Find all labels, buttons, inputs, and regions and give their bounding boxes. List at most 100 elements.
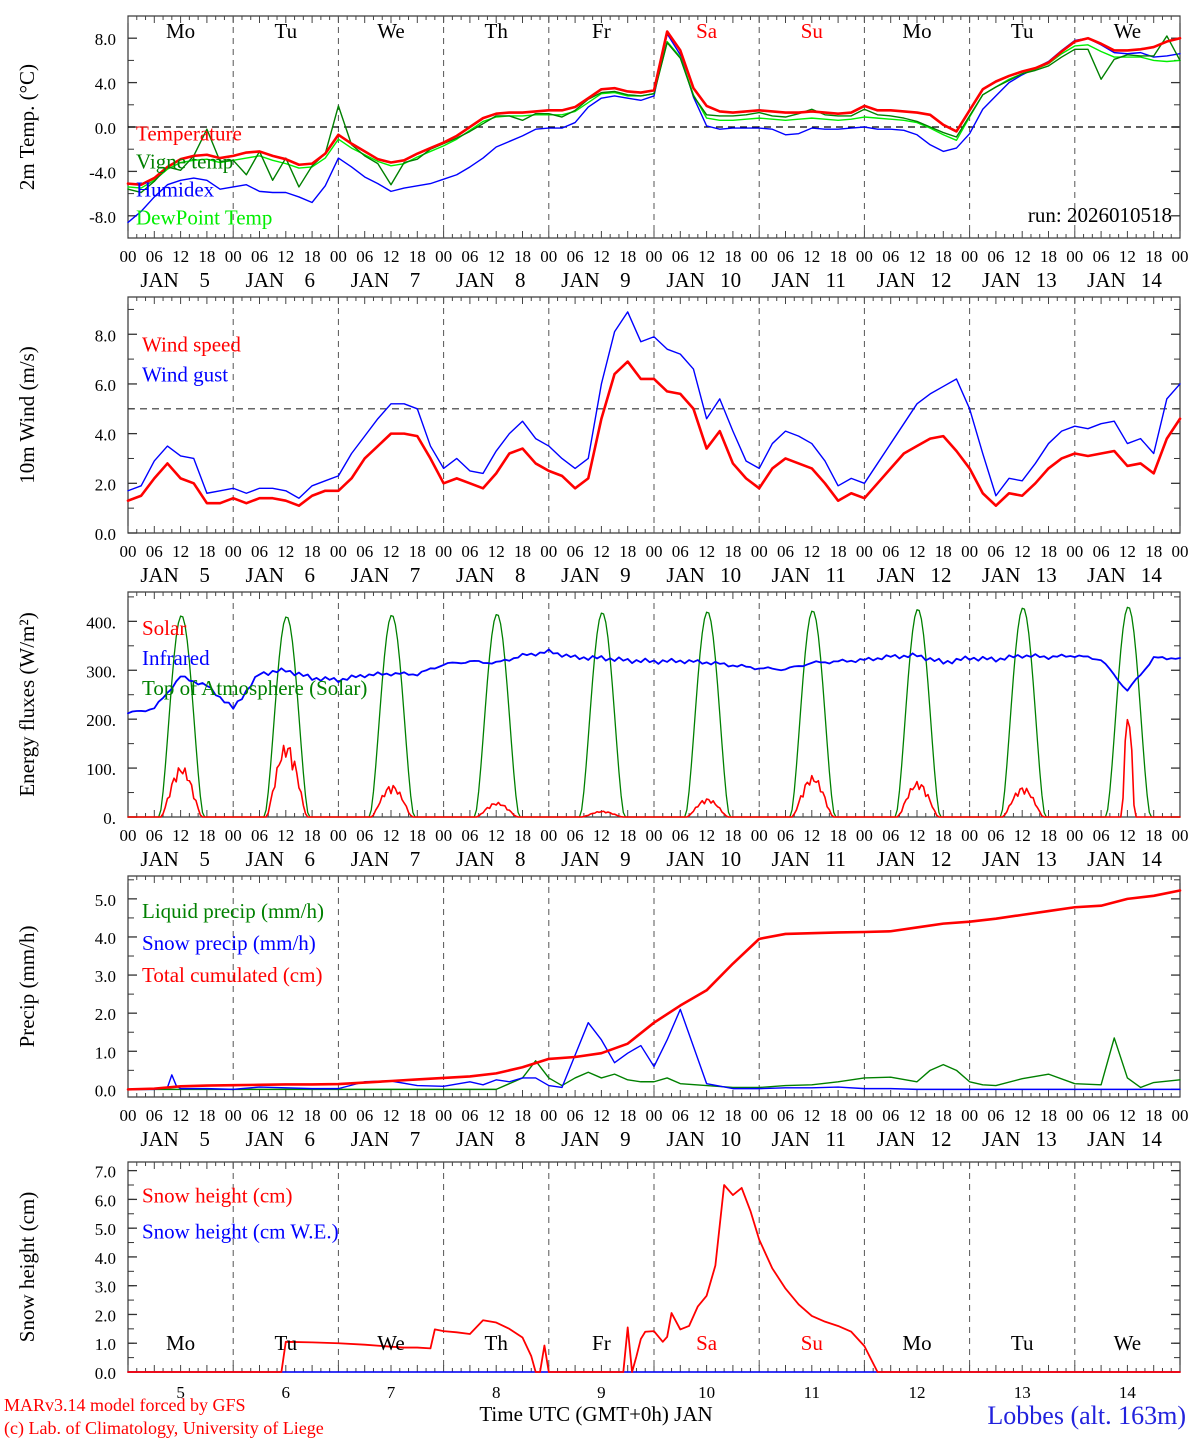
x-hour-tick-label: 06 (567, 247, 584, 266)
x-hour-tick-label: 00 (540, 247, 557, 266)
x-hour-tick-label: 18 (409, 542, 426, 561)
x-day-number-label: 10 (720, 847, 741, 871)
y-tick-label: 2.0 (95, 1306, 116, 1325)
x-day-month-label: JAN (877, 563, 916, 587)
x-day-month-label: JAN (140, 563, 179, 587)
x-hour-tick-label: 18 (409, 247, 426, 266)
series-solar (127, 718, 1181, 818)
x-day-number-label: 7 (387, 1383, 396, 1402)
x-hour-tick-label: 18 (830, 1106, 847, 1125)
x-day-number-label: 7 (410, 268, 421, 292)
x-day-number-label: 9 (620, 847, 631, 871)
day-of-week-label: Su (801, 1331, 824, 1355)
y-tick-label: 5.0 (95, 1220, 116, 1239)
x-hour-tick-label: 12 (803, 247, 820, 266)
x-day-month-label: JAN (351, 563, 390, 587)
x-hour-tick-label: 12 (803, 542, 820, 561)
x-hour-tick-label: 00 (1172, 542, 1189, 561)
x-hour-tick-label: 12 (277, 1106, 294, 1125)
x-hour-tick-label: 12 (488, 247, 505, 266)
x-hour-tick-label: 18 (409, 1106, 426, 1125)
x-day-number-label: 7 (410, 563, 421, 587)
x-day-month-label: JAN (140, 268, 179, 292)
x-hour-tick-label: 06 (356, 247, 373, 266)
x-hour-tick-label: 00 (1066, 247, 1083, 266)
x-hour-tick-label: 18 (409, 826, 426, 845)
x-hour-tick-label: 06 (882, 247, 899, 266)
x-hour-tick-label: 00 (435, 247, 452, 266)
x-hour-tick-label: 12 (909, 542, 926, 561)
x-day-number-label: 14 (1141, 1127, 1163, 1151)
x-day-number-label: 12 (931, 847, 952, 871)
x-hour-tick-label: 18 (198, 826, 215, 845)
x-day-number-label: 9 (597, 1383, 606, 1402)
day-of-week-label: Mo (166, 1331, 195, 1355)
day-of-week-label: Tu (275, 1331, 298, 1355)
legend-entry: DewPoint Temp (136, 205, 272, 229)
day-of-week-label: Mo (166, 19, 195, 43)
x-hour-tick-label: 12 (1014, 542, 1031, 561)
x-hour-tick-label: 00 (751, 1106, 768, 1125)
x-hour-tick-label: 12 (698, 1106, 715, 1125)
x-day-month-label: JAN (1087, 563, 1126, 587)
x-hour-tick-label: 06 (146, 542, 163, 561)
day-of-week-label: Tu (275, 19, 298, 43)
legend-entry: Wind gust (142, 363, 228, 387)
x-day-month-label: JAN (1087, 268, 1126, 292)
x-hour-tick-label: 00 (856, 247, 873, 266)
y-axis-title: Snow height (cm) (15, 1192, 39, 1342)
x-hour-tick-label: 12 (593, 542, 610, 561)
x-hour-tick-label: 18 (724, 1106, 741, 1125)
x-hour-tick-label: 18 (1145, 1106, 1162, 1125)
x-day-month-label: JAN (561, 1127, 600, 1151)
x-hour-tick-label: 18 (514, 1106, 531, 1125)
x-hour-tick-label: 18 (198, 1106, 215, 1125)
x-day-number-label: 11 (826, 1127, 846, 1151)
x-hour-tick-label: 00 (751, 826, 768, 845)
x-day-number-label: 11 (826, 847, 846, 871)
x-hour-tick-label: 06 (251, 826, 268, 845)
x-hour-tick-label: 06 (777, 542, 794, 561)
x-hour-tick-label: 00 (1066, 826, 1083, 845)
x-hour-tick-label: 00 (1172, 1106, 1189, 1125)
x-day-number-label: 5 (199, 563, 210, 587)
x-hour-tick-label: 18 (619, 247, 636, 266)
x-hour-tick-label: 18 (1040, 1106, 1057, 1125)
x-day-number-label: 6 (305, 847, 316, 871)
y-tick-label: 0.0 (95, 119, 116, 138)
x-hour-tick-label: 12 (172, 826, 189, 845)
day-of-week-label: Th (485, 19, 509, 43)
x-day-month-label: JAN (561, 847, 600, 871)
x-hour-tick-label: 12 (593, 247, 610, 266)
x-hour-tick-label: 00 (1172, 247, 1189, 266)
x-hour-tick-label: 18 (304, 247, 321, 266)
x-day-month-label: JAN (982, 563, 1021, 587)
x-hour-tick-label: 00 (330, 1106, 347, 1125)
x-hour-tick-label: 00 (225, 826, 242, 845)
x-hour-tick-label: 00 (961, 826, 978, 845)
x-hour-tick-label: 06 (1093, 1106, 1110, 1125)
y-tick-label: 4.0 (95, 929, 116, 948)
x-hour-tick-label: 18 (935, 247, 952, 266)
y-axis-title: Precip (mm/h) (15, 926, 39, 1048)
x-day-number-label: 7 (410, 1127, 421, 1151)
x-hour-tick-label: 12 (803, 1106, 820, 1125)
x-hour-tick-label: 18 (830, 826, 847, 845)
x-hour-tick-label: 12 (277, 542, 294, 561)
x-hour-tick-label: 00 (120, 826, 137, 845)
station-name-label: Lobbes (alt. 163m) (987, 1401, 1186, 1430)
x-day-number-label: 8 (515, 563, 526, 587)
day-of-week-label: We (1114, 19, 1141, 43)
series-total-cumulated-cm- (126, 889, 1182, 1091)
x-hour-tick-label: 00 (540, 826, 557, 845)
legend-entry: Solar (142, 616, 186, 640)
x-hour-tick-label: 06 (987, 542, 1004, 561)
y-tick-label: 0.0 (95, 1081, 116, 1100)
x-day-month-label: JAN (1087, 847, 1126, 871)
x-hour-tick-label: 12 (488, 542, 505, 561)
x-hour-tick-label: 12 (698, 826, 715, 845)
x-hour-tick-label: 06 (567, 542, 584, 561)
x-day-month-label: JAN (877, 268, 916, 292)
x-hour-tick-label: 00 (646, 1106, 663, 1125)
x-hour-tick-label: 06 (567, 826, 584, 845)
